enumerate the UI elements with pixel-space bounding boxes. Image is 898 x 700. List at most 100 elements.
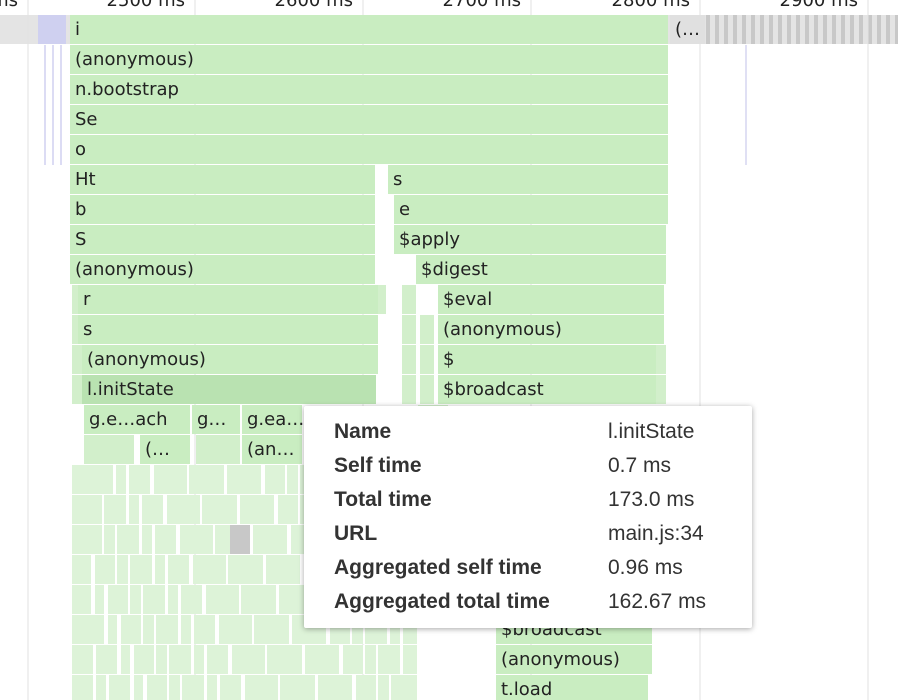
frame [70, 195, 375, 224]
frame-gap [178, 615, 181, 644]
frame-gap [200, 495, 202, 524]
frame-gap [154, 645, 156, 674]
overview-stripe [868, 15, 872, 44]
frame-label: (… [145, 439, 170, 460]
frame-gap [113, 465, 116, 494]
overview-stripe [832, 15, 836, 44]
frame-gap [298, 465, 300, 494]
ruler-label: 2600 ms [275, 0, 353, 11]
frame-gap [128, 585, 130, 614]
frame-gap [143, 675, 147, 700]
ruler-label: 2500 ms [107, 0, 185, 11]
frame-filler [72, 375, 82, 404]
frame-gap [130, 675, 134, 700]
frame-gap [302, 645, 305, 674]
frame-gap [263, 555, 266, 584]
frame-gap [152, 525, 155, 554]
frame-gap [204, 675, 207, 700]
frame-gap [228, 645, 232, 674]
frame-gap [278, 675, 280, 700]
frame-gap [265, 645, 267, 674]
tooltip-value: 0.96 ms [608, 556, 683, 579]
tooltip-value: 173.0 ms [608, 488, 695, 511]
frame-filler [72, 315, 82, 344]
frame-label: i [75, 19, 80, 40]
frame [416, 255, 666, 284]
frame-filler [656, 345, 666, 374]
overview-stripe [778, 15, 782, 44]
frame-label: g… [197, 409, 226, 430]
frame-gap [130, 645, 134, 674]
frame-label: t.load [501, 679, 552, 700]
frame-label: s [393, 169, 402, 190]
frame-gap [126, 495, 129, 524]
frame-gap [91, 555, 95, 584]
frame-gap [165, 555, 168, 584]
frame-label: e [399, 199, 410, 220]
frame-filler [196, 435, 240, 464]
frame-gap [141, 615, 143, 644]
overview-stripe [895, 15, 898, 44]
frame-label: l.initState [87, 379, 174, 400]
overview-stripe [769, 15, 773, 44]
overview-stripe [760, 15, 764, 44]
frame-filler [420, 375, 434, 404]
frame-gap [224, 465, 227, 494]
frame [438, 285, 664, 314]
frame-gap [163, 495, 167, 524]
frame-gap [106, 675, 109, 700]
frame [70, 135, 668, 164]
frame-gap [191, 615, 194, 644]
frame-label: (anonymous) [443, 319, 562, 340]
frame-label: Se [75, 109, 98, 130]
frame-label: b [75, 199, 86, 220]
frame-gap [287, 525, 291, 554]
deep-frame [230, 525, 250, 554]
overview-stripe [886, 15, 890, 44]
frame-gap [387, 615, 390, 644]
deep-frame [72, 645, 417, 674]
frame-gap [276, 585, 279, 614]
frame-gap [93, 645, 96, 674]
frame-gap [139, 525, 142, 554]
frame-gap [376, 645, 378, 674]
frame [140, 435, 190, 464]
frame-gap [217, 675, 220, 700]
frame-label: o [75, 139, 86, 160]
frame-gap [252, 615, 254, 644]
frame-gap [104, 615, 108, 644]
overview-selection [38, 15, 66, 44]
frame-gap [167, 675, 169, 700]
overview-stripe [751, 15, 755, 44]
frame [82, 375, 376, 404]
frame-label: S [75, 229, 86, 250]
frame-gap [363, 645, 365, 674]
frame-gap [102, 525, 104, 554]
frame-label: $digest [421, 259, 488, 280]
frame [192, 405, 240, 434]
frame [84, 405, 190, 434]
frame [496, 645, 652, 674]
frame-gap [187, 465, 189, 494]
frame-label: (anonymous) [501, 649, 620, 670]
frame-gap [389, 675, 391, 700]
frame-gap [274, 495, 278, 524]
frame-gap [350, 615, 352, 644]
frame-label: (anonymous) [75, 259, 194, 280]
frame [78, 315, 378, 344]
frame-gap [241, 675, 245, 700]
frame [438, 315, 664, 344]
frame-label: (anonymous) [87, 349, 206, 370]
frame-gap [128, 555, 130, 584]
frame-gap [154, 615, 156, 644]
frame-label: (an… [247, 439, 294, 460]
frame-gap [165, 585, 168, 614]
ruler-label: 2800 ms [612, 0, 690, 11]
frame-filler [420, 345, 434, 374]
tooltip-label: Aggregated self time [334, 556, 542, 579]
frame-gap [300, 555, 304, 584]
frame-label: $eval [443, 289, 492, 310]
frame-gap [261, 465, 265, 494]
